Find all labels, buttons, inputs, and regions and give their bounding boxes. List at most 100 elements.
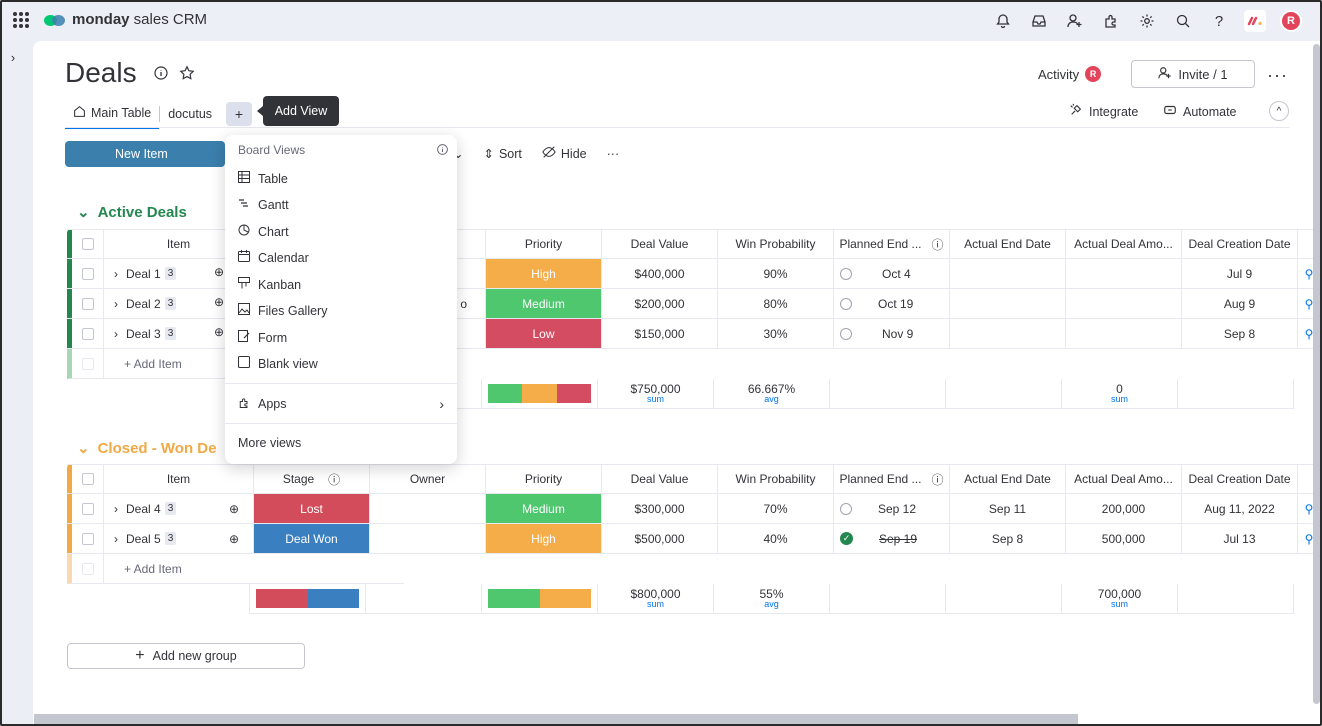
integrate-button[interactable]: Integrate (1069, 103, 1138, 120)
actual-end-cell[interactable] (950, 259, 1066, 288)
done-radio-icon[interactable] (840, 327, 852, 340)
more-options-icon[interactable]: ··· (1267, 65, 1288, 85)
stage-cell[interactable]: Deal Won (254, 524, 370, 553)
hide-button[interactable]: Hide (542, 145, 587, 162)
priority-cell[interactable]: High (486, 259, 602, 288)
column-header-win-probability[interactable]: Win Probability (718, 230, 834, 258)
info-icon[interactable] (436, 143, 449, 159)
actual-end-cell[interactable] (950, 289, 1066, 318)
done-check-icon[interactable]: ✓ (840, 532, 853, 545)
creation-date-cell[interactable]: Jul 13 (1182, 524, 1298, 553)
sort-button[interactable]: ⇕ Sort (483, 146, 521, 162)
inbox-icon[interactable] (1028, 10, 1050, 32)
item-cell[interactable]: › Deal 4 3 ⊕ (104, 494, 254, 523)
actual-end-cell[interactable]: Sep 11 (950, 494, 1066, 523)
column-header-owner[interactable]: Owner (370, 465, 486, 493)
expand-chevron-icon[interactable]: › (114, 531, 118, 546)
menu-item-table[interactable]: Table (238, 171, 288, 186)
add-update-icon[interactable]: ⊕ (214, 295, 225, 309)
column-header-win-probability[interactable]: Win Probability (718, 465, 834, 493)
app-logo[interactable]: monday sales CRM (44, 11, 207, 28)
stage-cell[interactable]: Lost (254, 494, 370, 523)
actual-end-cell[interactable]: Sep 8 (950, 524, 1066, 553)
location-icon[interactable]: ⚲ (1304, 501, 1314, 516)
actual-amount-cell[interactable]: 200,000 (1066, 494, 1182, 523)
column-header-deal-value[interactable]: Deal Value (602, 230, 718, 258)
add-view-button[interactable]: + (226, 102, 253, 126)
column-header-actual-amount[interactable]: Actual Deal Amo... (1066, 230, 1182, 258)
group-title-active[interactable]: ⌄ Active Deals (77, 203, 187, 222)
deal-value-cell[interactable]: $500,000 (602, 524, 718, 553)
select-all-checkbox[interactable] (72, 230, 104, 258)
actual-amount-cell[interactable] (1066, 319, 1182, 348)
priority-cell[interactable]: Medium (486, 494, 602, 523)
column-header-actual-end[interactable]: Actual End Date (950, 465, 1066, 493)
tab-docutus[interactable]: docutus (160, 99, 220, 129)
planned-end-cell[interactable]: Sep 12 (834, 494, 950, 523)
done-radio-icon[interactable] (840, 297, 852, 310)
add-item-row[interactable]: + Add Item (67, 554, 404, 584)
help-icon[interactable]: ? (1214, 12, 1224, 30)
win-probability-cell[interactable]: 30% (718, 319, 834, 348)
expand-chevron-icon[interactable]: › (114, 266, 118, 281)
win-probability-cell[interactable]: 80% (718, 289, 834, 318)
search-icon[interactable] (1172, 10, 1194, 32)
user-avatar[interactable]: R (1280, 10, 1302, 32)
column-header-item[interactable]: Item (104, 465, 254, 493)
menu-item-more-views[interactable]: More views (238, 436, 301, 450)
monday-mini-logo-icon[interactable] (1244, 10, 1266, 32)
deal-value-cell[interactable]: $200,000 (602, 289, 718, 318)
done-radio-icon[interactable] (840, 267, 852, 280)
owner-cell[interactable] (370, 494, 486, 523)
sidebar-expand-icon[interactable]: › (10, 49, 16, 65)
column-header-priority[interactable]: Priority (486, 465, 602, 493)
row-checkbox[interactable] (72, 289, 104, 318)
row-checkbox[interactable] (72, 259, 104, 288)
menu-item-files-gallery[interactable]: Files Gallery (238, 303, 327, 318)
menu-item-apps[interactable]: Apps › (238, 396, 444, 412)
deal-value-cell[interactable]: $300,000 (602, 494, 718, 523)
info-icon[interactable] (153, 65, 169, 84)
menu-item-form[interactable]: Form (238, 330, 287, 345)
priority-cell[interactable]: High (486, 524, 602, 553)
win-probability-cell[interactable]: 40% (718, 524, 834, 553)
group-title-closed[interactable]: ⌄ Closed - Won De (77, 439, 216, 458)
menu-item-blank-view[interactable]: Blank view (238, 356, 318, 371)
column-header-stage[interactable]: Stage ⓘ (254, 465, 370, 493)
priority-summary-bar[interactable] (482, 379, 598, 408)
add-update-icon[interactable]: ⊕ (228, 531, 239, 546)
horizontal-scrollbar[interactable] (34, 714, 1078, 724)
row-checkbox[interactable] (72, 494, 104, 523)
owner-cell[interactable] (370, 524, 486, 553)
add-update-icon[interactable]: ⊕ (228, 501, 239, 516)
favorite-star-icon[interactable] (179, 65, 195, 84)
invite-members-icon[interactable] (1064, 10, 1086, 32)
invite-button[interactable]: Invite / 1 (1131, 60, 1255, 88)
filter-chevron-icon[interactable]: ⌄ (453, 147, 464, 161)
done-radio-icon[interactable] (840, 502, 852, 515)
location-icon[interactable]: ⚲ (1304, 326, 1314, 341)
win-probability-cell[interactable]: 70% (718, 494, 834, 523)
menu-item-calendar[interactable]: Calendar (238, 250, 309, 265)
expand-chevron-icon[interactable]: › (114, 501, 118, 516)
add-update-icon[interactable]: ⊕ (214, 325, 225, 339)
planned-end-cell[interactable]: Oct 4 (834, 259, 950, 288)
row-checkbox[interactable] (72, 319, 104, 348)
actual-amount-cell[interactable]: 500,000 (1066, 524, 1182, 553)
priority-cell[interactable]: Medium (486, 289, 602, 318)
creation-date-cell[interactable]: Aug 11, 2022 (1182, 494, 1298, 523)
menu-item-chart[interactable]: Chart (238, 224, 289, 239)
deal-value-cell[interactable]: $400,000 (602, 259, 718, 288)
settings-icon[interactable] (1136, 10, 1158, 32)
vertical-scrollbar[interactable] (1313, 44, 1320, 704)
priority-cell[interactable]: Low (486, 319, 602, 348)
stage-summary-bar[interactable] (250, 584, 366, 613)
column-header-creation-date[interactable]: Deal Creation Date (1182, 465, 1298, 493)
menu-item-kanban[interactable]: Kanban (238, 277, 301, 292)
activity-button[interactable]: Activity R (1038, 66, 1102, 82)
location-icon[interactable]: ⚲ (1304, 296, 1314, 311)
planned-end-cell[interactable]: Nov 9 (834, 319, 950, 348)
expand-chevron-icon[interactable]: › (114, 296, 118, 311)
